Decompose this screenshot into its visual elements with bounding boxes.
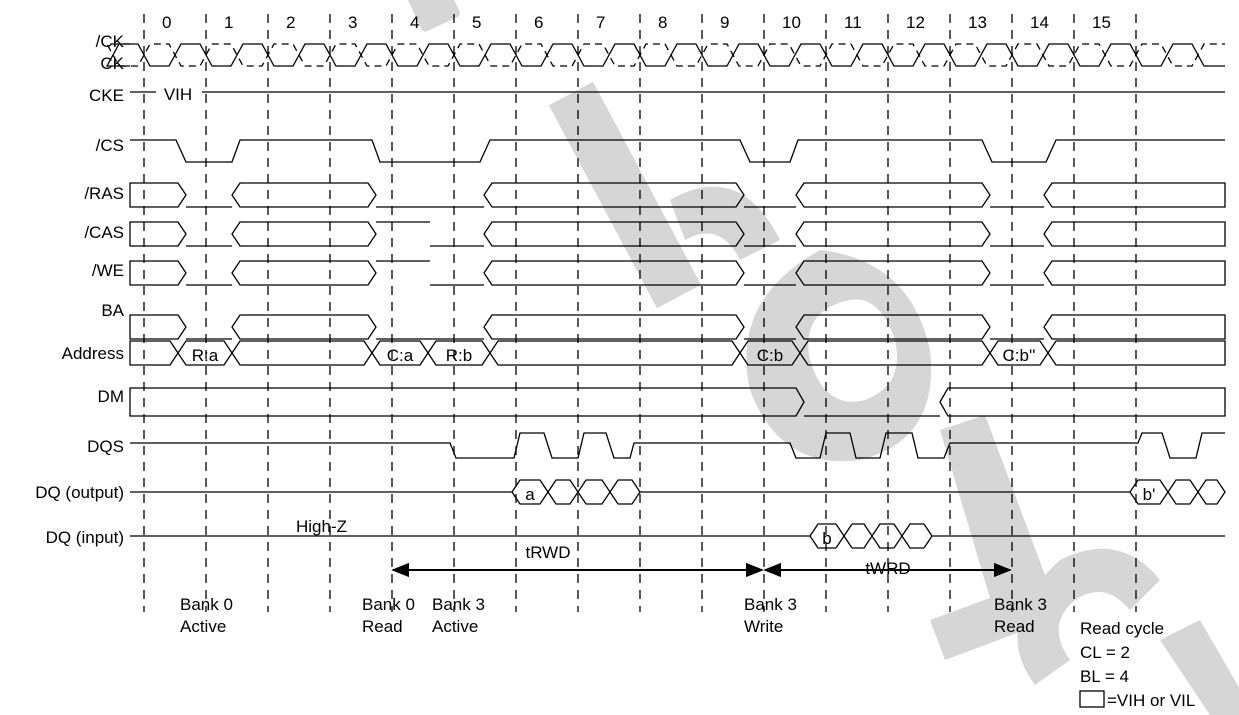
clock-number: 13 bbox=[968, 13, 987, 32]
ck-inverted-waveform bbox=[105, 43, 1225, 67]
signal-label: Address bbox=[62, 344, 124, 363]
signal-label: /CS bbox=[96, 136, 124, 155]
command-line2: Read bbox=[994, 617, 1035, 636]
clock-number: 10 bbox=[782, 13, 801, 32]
address-waveform: R:a C:a R:b C:b C:b'' bbox=[177, 340, 1049, 366]
ba-waveform bbox=[129, 314, 1226, 340]
cas-waveform bbox=[129, 221, 1226, 247]
command-line2: Write bbox=[744, 617, 783, 636]
command-line1: Bank 3 bbox=[744, 595, 797, 614]
signal-label: DQ (input) bbox=[46, 528, 124, 547]
dq-input-waveform: b High-Z bbox=[130, 517, 1225, 549]
signal-label: CKE bbox=[89, 86, 124, 105]
address-hatch bbox=[129, 340, 1226, 366]
watermark bbox=[402, 0, 1239, 715]
signal-label: BA bbox=[101, 301, 124, 320]
signal-label: /CAS bbox=[84, 223, 124, 242]
dm-waveform bbox=[129, 387, 1226, 417]
signal-label: /CK bbox=[96, 32, 125, 51]
read-cycle-note: Read cycle bbox=[1080, 619, 1164, 638]
command-line2: Active bbox=[180, 617, 226, 636]
bus-value: R:a bbox=[192, 346, 219, 365]
clock-number: 7 bbox=[596, 13, 605, 32]
dq-output-waveform: a b' bbox=[130, 479, 1226, 505]
clock-number: 0 bbox=[162, 13, 171, 32]
clock-number: 1 bbox=[224, 13, 233, 32]
clock-number: 4 bbox=[410, 13, 419, 32]
ck-waveform bbox=[105, 43, 1225, 67]
bus-value: b bbox=[822, 529, 831, 548]
bus-value: b' bbox=[1143, 485, 1156, 504]
cl-note: CL = 2 bbox=[1080, 643, 1130, 662]
dqs-waveform bbox=[130, 432, 1225, 459]
command-line2: Active bbox=[432, 617, 478, 636]
clock-number: 5 bbox=[472, 13, 481, 32]
command-line1: Bank 0 bbox=[180, 595, 233, 614]
clock-number: 3 bbox=[348, 13, 357, 32]
clock-number: 12 bbox=[906, 13, 925, 32]
bus-value: C:b'' bbox=[1003, 346, 1036, 365]
clock-number: 9 bbox=[720, 13, 729, 32]
trwd-label: tRWD bbox=[525, 543, 570, 562]
clock-number: 11 bbox=[844, 13, 862, 32]
command-line1: Bank 0 bbox=[362, 595, 415, 614]
signal-label: DQS bbox=[87, 437, 124, 456]
bus-value: C:b bbox=[757, 346, 783, 365]
signal-label: /RAS bbox=[84, 184, 124, 203]
we-waveform bbox=[129, 260, 1226, 286]
command-line1: Bank 3 bbox=[432, 595, 485, 614]
clock-number: 6 bbox=[534, 13, 543, 32]
cke-label-gap bbox=[156, 84, 202, 102]
legend-hatch-swatch bbox=[1079, 690, 1105, 708]
signal-label: CK bbox=[100, 54, 124, 73]
clock-number: 14 bbox=[1030, 13, 1049, 32]
clock-number: 2 bbox=[286, 13, 295, 32]
signal-label: DQ (output) bbox=[35, 483, 124, 502]
command-line1: Bank 3 bbox=[994, 595, 1047, 614]
twrd-label: tWRD bbox=[865, 559, 910, 578]
cke-level-label: VIH bbox=[164, 85, 192, 104]
cs-waveform bbox=[130, 139, 1225, 163]
clock-number: 8 bbox=[658, 13, 667, 32]
bl-note: BL = 4 bbox=[1080, 667, 1129, 686]
ras-waveform bbox=[129, 182, 1226, 208]
highz-label: High-Z bbox=[296, 517, 347, 536]
command-line2: Read bbox=[362, 617, 403, 636]
bus-value: a bbox=[525, 485, 535, 504]
signal-label: DM bbox=[98, 387, 124, 406]
bus-value: C:a bbox=[387, 346, 414, 365]
signal-label: /WE bbox=[92, 261, 124, 280]
legend-label: =VIH or VIL bbox=[1107, 691, 1195, 710]
bus-value: R:b bbox=[446, 346, 472, 365]
clock-number: 15 bbox=[1092, 13, 1111, 32]
